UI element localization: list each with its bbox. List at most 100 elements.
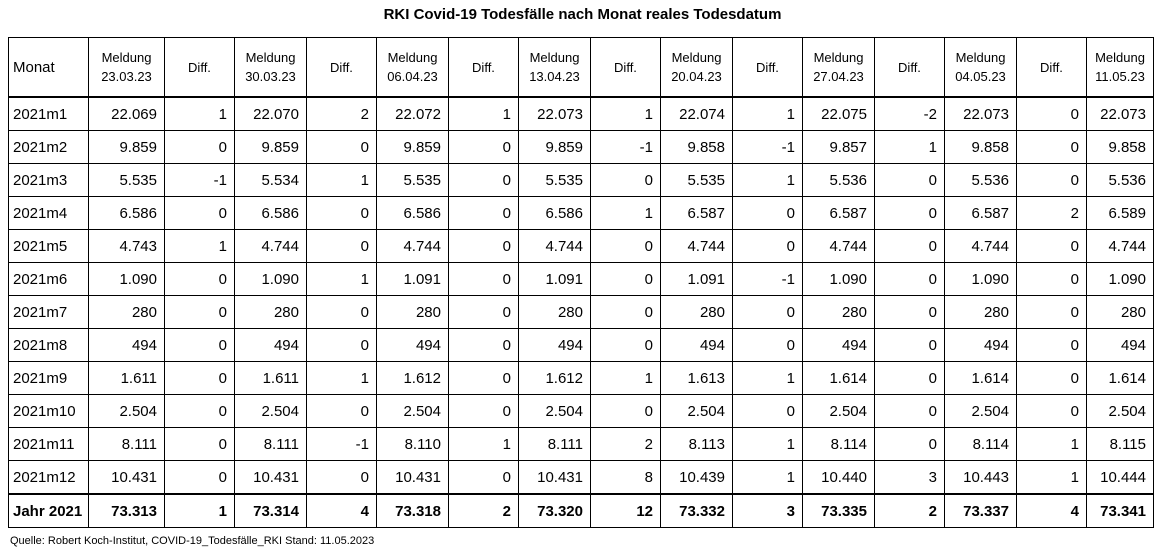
table-title: RKI Covid-19 Todesfälle nach Monat reale… bbox=[383, 6, 782, 23]
meldung-cell: 10.431 bbox=[518, 460, 591, 495]
table-row: 2021m9 1.611 0 1.611 1 1.612 0 1.612 1 1.613 1 1.61… bbox=[8, 361, 1154, 395]
column-header-meldung: Meldung 06.04.23 bbox=[376, 37, 449, 98]
diff-cell: 0 bbox=[590, 295, 661, 329]
meldung-cell: 5.536 bbox=[1086, 163, 1154, 197]
meldung-cell: 1.090 bbox=[234, 262, 307, 296]
diff-cell: 1 bbox=[590, 196, 661, 230]
diff-cell: 1 bbox=[590, 96, 661, 131]
meldung-cell: 10.431 bbox=[234, 460, 307, 495]
diff-cell: 0 bbox=[874, 262, 945, 296]
meldung-cell: 9.859 bbox=[518, 130, 591, 164]
month-cell: 2021m8 bbox=[8, 328, 89, 362]
diff-cell: 2 bbox=[590, 427, 661, 461]
column-header-diff: Diff. bbox=[732, 37, 803, 98]
meldung-cell: 8.111 bbox=[234, 427, 307, 461]
meldung-cell: 10.440 bbox=[802, 460, 875, 495]
diff-cell: -1 bbox=[306, 427, 377, 461]
diff-cell: 1 bbox=[164, 96, 235, 131]
diff-cell: 0 bbox=[448, 361, 519, 395]
meldung-cell: 494 bbox=[660, 328, 733, 362]
diff-cell: 1 bbox=[306, 262, 377, 296]
meldung-cell: 2.504 bbox=[518, 394, 591, 428]
meldung-cell: 9.858 bbox=[944, 130, 1017, 164]
meldung-cell: 22.073 bbox=[518, 96, 591, 131]
diff-cell: -1 bbox=[590, 130, 661, 164]
diff-cell: 0 bbox=[732, 328, 803, 362]
meldung-cell: 1.611 bbox=[88, 361, 165, 395]
diff-cell: 0 bbox=[1016, 96, 1087, 131]
diff-cell: 0 bbox=[448, 295, 519, 329]
column-header-diff: Diff. bbox=[874, 37, 945, 98]
meldung-cell: 2.504 bbox=[88, 394, 165, 428]
month-cell: 2021m12 bbox=[8, 460, 89, 495]
diff-cell: 0 bbox=[306, 295, 377, 329]
month-cell: 2021m10 bbox=[8, 394, 89, 428]
diff-cell: 0 bbox=[1016, 130, 1087, 164]
month-cell: 2021m5 bbox=[8, 229, 89, 263]
diff-cell: 0 bbox=[448, 394, 519, 428]
meldung-cell: 73.332 bbox=[660, 493, 733, 528]
meldung-cell: 280 bbox=[234, 295, 307, 329]
meldung-cell: 1.091 bbox=[660, 262, 733, 296]
source-note: Quelle: Robert Koch-Institut, COVID-19_T… bbox=[10, 535, 375, 547]
meldung-cell: 9.859 bbox=[376, 130, 449, 164]
meldung-cell: 73.314 bbox=[234, 493, 307, 528]
meldung-cell: 4.744 bbox=[802, 229, 875, 263]
meldung-cell: 4.744 bbox=[660, 229, 733, 263]
month-cell: 2021m4 bbox=[8, 196, 89, 230]
meldung-cell: 1.090 bbox=[944, 262, 1017, 296]
table-row: 2021m2 9.859 0 9.859 0 9.859 0 9.859 -1 9.858 -1 9.… bbox=[8, 130, 1154, 164]
meldung-cell: 8.111 bbox=[88, 427, 165, 461]
meldung-cell: 1.090 bbox=[1086, 262, 1154, 296]
diff-cell: 0 bbox=[874, 163, 945, 197]
meldung-cell: 1.090 bbox=[88, 262, 165, 296]
meldung-cell: 22.073 bbox=[1086, 96, 1154, 131]
diff-cell: -1 bbox=[732, 130, 803, 164]
meldung-cell: 2.504 bbox=[234, 394, 307, 428]
column-header-diff: Diff. bbox=[1016, 37, 1087, 98]
diff-cell: 3 bbox=[874, 460, 945, 495]
diff-cell: 0 bbox=[1016, 163, 1087, 197]
diff-cell: 0 bbox=[164, 427, 235, 461]
diff-cell: 0 bbox=[448, 196, 519, 230]
diff-cell: 1 bbox=[306, 163, 377, 197]
diff-cell: 0 bbox=[1016, 229, 1087, 263]
meldung-cell: 2.504 bbox=[944, 394, 1017, 428]
diff-cell: 0 bbox=[306, 394, 377, 428]
column-header-diff: Diff. bbox=[164, 37, 235, 98]
column-header-meldung: Meldung 27.04.23 bbox=[802, 37, 875, 98]
diff-cell: 1 bbox=[1016, 460, 1087, 495]
table-row: 2021m8 494 0 494 0 494 0 494 0 494 0 494 0 494 0 494 bbox=[8, 328, 1154, 362]
diff-cell: 0 bbox=[590, 328, 661, 362]
diff-cell: 0 bbox=[164, 295, 235, 329]
column-header-meldung: Meldung 13.04.23 bbox=[518, 37, 591, 98]
meldung-cell: 22.074 bbox=[660, 96, 733, 131]
diff-cell: 1 bbox=[164, 229, 235, 263]
column-header-diff: Diff. bbox=[448, 37, 519, 98]
column-header-meldung: Meldung 04.05.23 bbox=[944, 37, 1017, 98]
meldung-cell: 73.320 bbox=[518, 493, 591, 528]
total-row: Jahr 2021 73.313 1 73.314 4 73.318 2 73.320 12 73… bbox=[8, 493, 1154, 528]
meldung-cell: 6.587 bbox=[944, 196, 1017, 230]
diff-cell: 0 bbox=[306, 130, 377, 164]
diff-cell: 4 bbox=[306, 493, 377, 528]
month-cell: 2021m2 bbox=[8, 130, 89, 164]
diff-cell: 0 bbox=[874, 394, 945, 428]
diff-cell: 0 bbox=[164, 196, 235, 230]
meldung-cell: 5.535 bbox=[88, 163, 165, 197]
meldung-cell: 1.614 bbox=[1086, 361, 1154, 395]
meldung-cell: 494 bbox=[802, 328, 875, 362]
diff-cell: 1 bbox=[732, 96, 803, 131]
meldung-cell: 280 bbox=[1086, 295, 1154, 329]
meldung-cell: 2.504 bbox=[376, 394, 449, 428]
diff-cell: 0 bbox=[590, 229, 661, 263]
meldung-cell: 280 bbox=[518, 295, 591, 329]
meldung-cell: 6.587 bbox=[660, 196, 733, 230]
meldung-cell: 22.072 bbox=[376, 96, 449, 131]
diff-cell: 0 bbox=[874, 196, 945, 230]
meldung-cell: 1.091 bbox=[518, 262, 591, 296]
month-cell: 2021m3 bbox=[8, 163, 89, 197]
diff-cell: 0 bbox=[874, 427, 945, 461]
meldung-cell: 9.859 bbox=[88, 130, 165, 164]
meldung-cell: 22.069 bbox=[88, 96, 165, 131]
